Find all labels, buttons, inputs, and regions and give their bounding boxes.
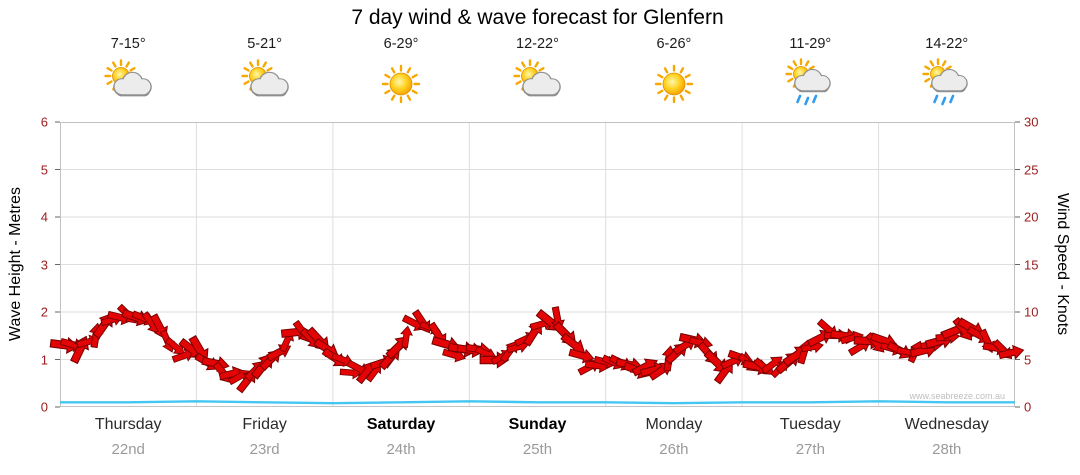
left-axis-tick: 6: [40, 114, 48, 130]
date-label: 23rd: [249, 441, 280, 458]
day-column: 6-26°: [606, 36, 742, 52]
day-temperature: 14-22°: [925, 36, 969, 52]
day-column: [196, 59, 332, 110]
day-label: Tuesday: [779, 416, 841, 433]
sun-icon: [377, 62, 425, 108]
sun-cloud-icon: [104, 59, 153, 108]
left-axis-tick: 1: [40, 352, 48, 367]
day-column: 22nd: [60, 441, 196, 458]
right-axis-tick: 15: [1024, 257, 1039, 272]
icons-row: [60, 58, 1015, 110]
date-label: 28th: [932, 441, 962, 458]
sun-cloud-rain-icon: [785, 58, 834, 108]
day-column: Saturday: [333, 416, 469, 434]
day-label: Saturday: [366, 416, 436, 433]
day-column: Wednesday: [879, 416, 1015, 434]
day-temperature: 6-29°: [383, 36, 419, 52]
day-temperature: 11-29°: [789, 36, 832, 52]
left-axis-tick: 0: [40, 399, 48, 415]
left-axis-title: Wave Height - Metres: [7, 186, 24, 342]
right-axis-tick: 0: [1024, 399, 1032, 415]
day-label: Wednesday: [904, 416, 989, 433]
day-column: 14-22°: [879, 36, 1015, 52]
right-axis-tick: 30: [1024, 114, 1039, 130]
day-column: Friday: [196, 416, 332, 434]
right-axis-tick: 20: [1024, 209, 1039, 225]
day-column: Monday: [606, 416, 742, 434]
right-axis-tick: 5: [1024, 352, 1032, 367]
date-label: 22nd: [111, 441, 145, 458]
right-axis-ticks: 0 5 10 15 20 25 30: [1020, 115, 1054, 415]
day-label: Friday: [242, 416, 287, 433]
day-temperature: 5-21°: [247, 36, 283, 52]
day-column: Thursday: [60, 416, 196, 434]
day-column: [60, 59, 196, 110]
left-axis-tick: 2: [40, 304, 48, 320]
day-names-row: Thursday Friday Saturday Sunday Monday Tuesda…: [60, 416, 1015, 434]
day-column: 26th: [606, 441, 742, 458]
left-axis-tick: 4: [40, 209, 48, 225]
day-label: Sunday: [508, 416, 567, 433]
day-column: [333, 62, 469, 110]
day-column: 27th: [742, 441, 878, 458]
date-label: 24th: [386, 441, 416, 458]
temps-row: 7-15° 5-21° 6-29° 12-22° 6-26° 11-29° 14-22°: [60, 36, 1015, 52]
right-axis-title: Wind Speed - Knots: [1054, 192, 1071, 336]
day-column: 28th: [879, 441, 1015, 458]
day-column: 11-29°: [742, 36, 878, 52]
day-column: Sunday: [469, 416, 605, 434]
day-temperature: 7-15°: [110, 36, 146, 52]
left-axis-tick: 5: [40, 162, 48, 177]
day-column: Tuesday: [742, 416, 878, 434]
day-column: 12-22°: [469, 36, 605, 52]
watermark: www.seabreeze.com.au: [909, 391, 1005, 401]
day-column: 6-29°: [333, 36, 469, 52]
chart-title: 7 day wind & wave forecast for Glenfern: [351, 6, 724, 29]
day-column: 23rd: [196, 441, 332, 458]
day-column: 25th: [469, 441, 605, 458]
day-column: [879, 58, 1015, 110]
wind-wave-plot: [49, 121, 1025, 408]
sun-cloud-icon: [240, 59, 289, 108]
day-column: 5-21°: [196, 36, 332, 52]
plot-area: www.seabreeze.com.au: [49, 121, 1025, 408]
day-label: Thursday: [94, 416, 162, 433]
day-column: 7-15°: [60, 36, 196, 52]
date-label: 27th: [795, 441, 825, 458]
sun-cloud-icon: [513, 59, 562, 108]
day-column: 24th: [333, 441, 469, 458]
day-temperature: 12-22°: [516, 36, 559, 52]
dates-row: 22nd 23rd 24th 25th 26th 27th 28th: [60, 441, 1015, 458]
sun-cloud-rain-icon: [922, 58, 971, 108]
right-axis-tick: 25: [1024, 162, 1039, 177]
sun-icon: [650, 62, 698, 108]
right-axis-tick: 10: [1024, 304, 1039, 320]
left-axis-ticks: 0 1 2 3 4 5 6: [28, 115, 54, 415]
day-column: [606, 62, 742, 110]
date-label: 26th: [659, 441, 689, 458]
date-label: 25th: [522, 441, 553, 458]
day-column: [742, 58, 878, 110]
day-label: Monday: [645, 416, 703, 433]
left-axis-tick: 3: [40, 257, 48, 272]
day-temperature: 6-26°: [656, 36, 692, 52]
day-column: [469, 59, 605, 110]
